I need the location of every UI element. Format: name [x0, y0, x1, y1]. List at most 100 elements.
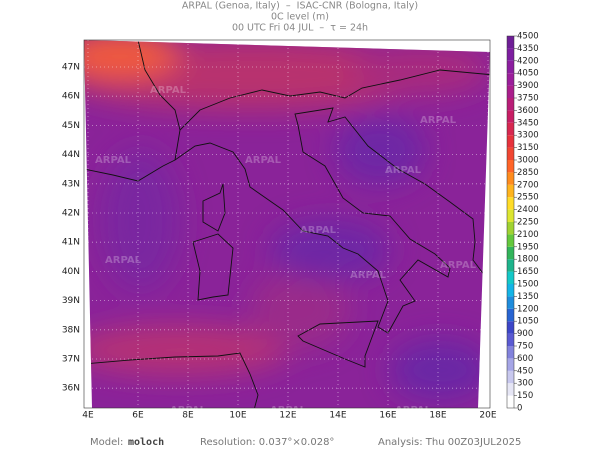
- colorbar-band: [507, 383, 514, 396]
- colorbar-band: [507, 284, 514, 297]
- colorbar-band: [507, 197, 514, 210]
- header-line: ARPAL (Genoa, Italy) – ISAC-CNR (Bologna…: [182, 1, 418, 12]
- footer-resolution: Resolution: 0.037°×0.028°: [200, 437, 334, 448]
- colorbar-label: 3300: [517, 131, 539, 141]
- lon-label: 20E: [479, 411, 496, 421]
- colorbar-label: 2400: [517, 205, 539, 215]
- colorbar-band: [507, 346, 514, 359]
- colorbar-band: [507, 222, 514, 235]
- lat-label: 47N: [62, 63, 80, 73]
- lon-label: 16E: [379, 411, 396, 421]
- footer-model: moloch: [128, 437, 164, 448]
- colorbar-label: 4200: [517, 56, 539, 66]
- colorbar-label: 1650: [517, 267, 539, 277]
- colorbar-label: 2250: [517, 218, 539, 228]
- watermark: ARPAL: [245, 155, 282, 166]
- colorbar-label: 3750: [517, 94, 539, 104]
- lat-label: 46N: [62, 92, 80, 102]
- colorbar-label: 4500: [517, 32, 539, 42]
- lon-label: 14E: [329, 411, 346, 421]
- watermark: ARPAL: [270, 405, 307, 416]
- watermark: ARPAL: [395, 405, 432, 416]
- watermark: ARPAL: [300, 225, 337, 236]
- colorbar-label: 2550: [517, 193, 539, 203]
- colorbar-label: 300: [517, 379, 533, 389]
- colorbar-band: [507, 234, 514, 247]
- lat-label: 37N: [62, 355, 80, 365]
- colorbar-band: [507, 321, 514, 334]
- colorbar-label: 3600: [517, 106, 539, 116]
- colorbar-band: [507, 73, 514, 86]
- colorbar-band: [507, 98, 514, 111]
- footer-label: Model:: [90, 437, 123, 448]
- colorbar-band: [507, 36, 514, 49]
- colorbar-band: [507, 147, 514, 160]
- colorbar-band: [507, 184, 514, 198]
- colorbar-label: 900: [517, 329, 533, 339]
- watermark: ARPAL: [440, 260, 477, 271]
- colorbar-band: [507, 160, 514, 173]
- colorbar-band: [507, 246, 514, 260]
- map-field: [84, 40, 490, 408]
- colorbar-label: 150: [517, 391, 533, 401]
- colorbar-label: 2850: [517, 168, 539, 178]
- colorbar-band: [507, 271, 514, 284]
- lat-label: 42N: [62, 209, 80, 219]
- watermark: ARPAL: [150, 85, 187, 96]
- colorbar-band: [507, 60, 514, 74]
- colorbar-label: 600: [517, 354, 533, 364]
- watermark: ARPAL: [170, 405, 207, 416]
- lon-label: 4E: [82, 411, 94, 421]
- colorbar-band: [507, 48, 514, 61]
- header-line: 00 UTC Fri 04 JUL – τ = 24h: [232, 23, 368, 34]
- colorbar-label: 3900: [517, 81, 539, 91]
- lat-label: 43N: [62, 179, 80, 189]
- watermark: ARPAL: [95, 155, 132, 166]
- colorbar-band: [507, 358, 514, 371]
- lon-label: 6E: [132, 411, 144, 421]
- header-line: 0C level (m): [271, 12, 329, 23]
- lon-label: 18E: [429, 411, 446, 421]
- colorbar-band: [507, 122, 514, 136]
- colorbar-label: 2100: [517, 230, 539, 240]
- lat-label: 45N: [62, 121, 80, 131]
- colorbar-label: 1950: [517, 242, 539, 252]
- colorbar-label: 450: [517, 366, 533, 376]
- colorbar-label: 750: [517, 342, 533, 352]
- lat-label: 39N: [62, 296, 80, 306]
- colorbar-label: 3150: [517, 143, 539, 153]
- colorbar-band: [507, 110, 514, 123]
- coastlines: [84, 40, 490, 408]
- footer-analysis: Analysis: Thu 00Z03JUL2025: [378, 437, 521, 448]
- colorbar-band: [507, 259, 514, 272]
- colorbar-band: [507, 395, 514, 408]
- colorbar-label: 1800: [517, 255, 539, 265]
- watermark: ARPAL: [350, 270, 387, 281]
- colorbar-label: 2700: [517, 180, 539, 190]
- colorbar-label: 1050: [517, 317, 539, 327]
- lat-label: 36N: [62, 384, 80, 394]
- watermark: ARPAL: [420, 115, 457, 126]
- watermark: ARPAL: [385, 165, 422, 176]
- lon-label: 12E: [279, 411, 296, 421]
- colorbar-band: [507, 135, 514, 148]
- colorbar-band: [507, 209, 514, 222]
- colorbar-band: [507, 370, 514, 384]
- lat-label: 38N: [62, 325, 80, 335]
- colorbar-label: 1200: [517, 304, 539, 314]
- lon-label: 10E: [229, 411, 246, 421]
- colorbar-label: 0: [517, 404, 522, 414]
- colorbar-band: [507, 172, 514, 185]
- map-frame: [83, 39, 491, 409]
- colorbar-label: 3450: [517, 118, 539, 128]
- lat-label: 40N: [62, 267, 80, 277]
- colorbar-label: 1350: [517, 292, 539, 302]
- lon-label: 8E: [182, 411, 194, 421]
- colorbar-label: 3000: [517, 156, 539, 166]
- colorbar-label: 4050: [517, 69, 539, 79]
- lat-label: 44N: [62, 150, 80, 160]
- colorbar-label: 4350: [517, 44, 539, 54]
- colorbar-band: [507, 296, 514, 309]
- colorbar-label: 1500: [517, 280, 539, 290]
